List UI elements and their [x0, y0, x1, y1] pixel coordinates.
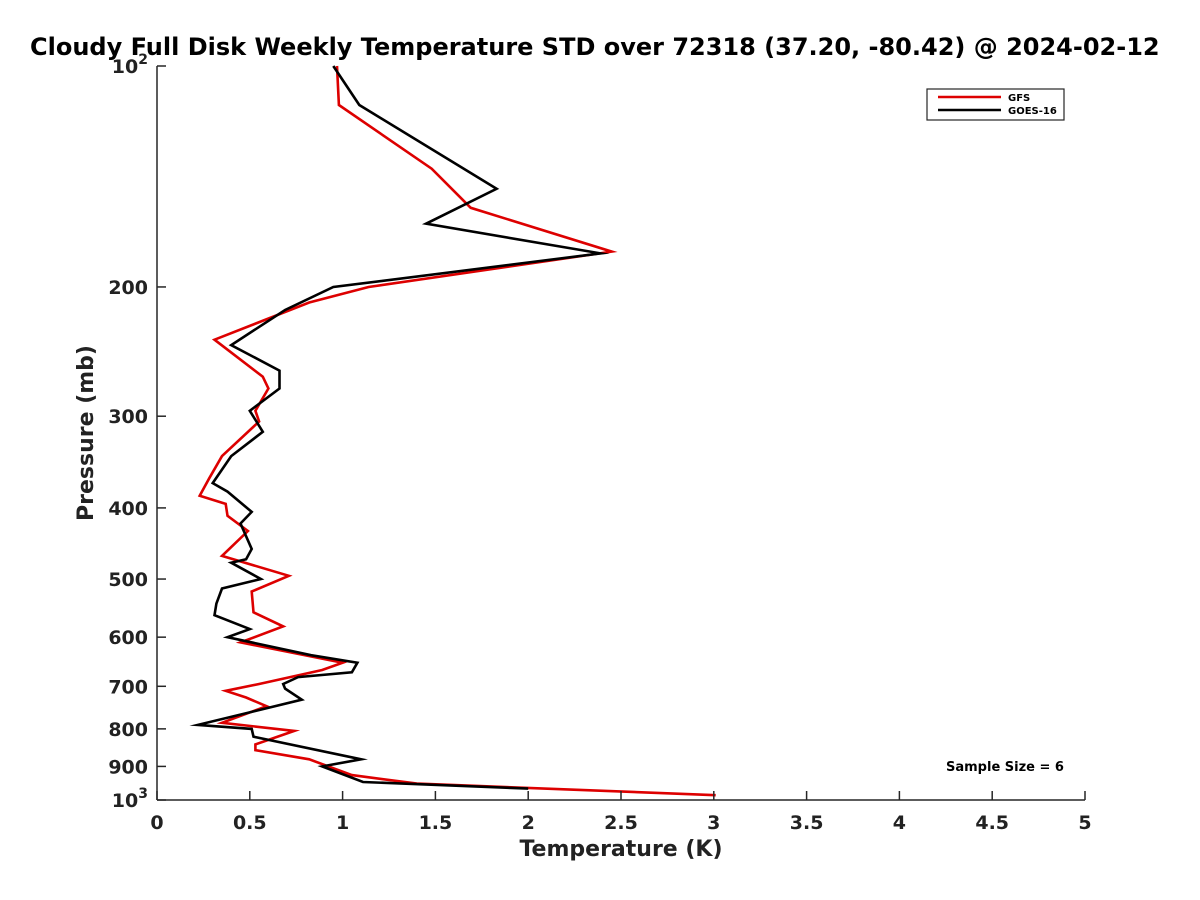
- y-tick-label: 800: [108, 719, 148, 741]
- y-tick-base: 900: [108, 756, 148, 778]
- sample-size-annotation: Sample Size = 6: [946, 760, 1064, 775]
- x-tick-label: 4: [893, 812, 906, 834]
- legend: GFS GOES-16: [926, 88, 1065, 121]
- y-tick-base: 700: [108, 676, 148, 698]
- legend-label-gfs: GFS: [1008, 93, 1030, 104]
- series-line-gfs: [197, 65, 716, 797]
- y-tick-base: 200: [108, 277, 148, 299]
- x-axis-label: Temperature (K): [519, 837, 722, 862]
- x-tick-label: 3.5: [790, 812, 824, 834]
- x-tick-label: 5: [1078, 812, 1091, 834]
- x-tick-label: 2: [522, 812, 535, 834]
- plot-area: [157, 66, 1085, 800]
- x-ticks: 0 0.5 1 1.5 2 2.5 3 3.5 4 4.5 5: [150, 791, 1092, 834]
- y-tick-base: 600: [108, 627, 148, 649]
- y-tick-base: 10: [112, 56, 138, 78]
- y-tick-base: 800: [108, 719, 148, 741]
- x-tick-label: 2.5: [604, 812, 638, 834]
- y-tick-base: 10: [112, 790, 138, 812]
- x-tick-label: 0: [150, 812, 163, 834]
- y-tick-label: 600: [108, 627, 148, 649]
- y-tick-label: 500: [108, 569, 148, 591]
- y-tick-label: 400: [108, 498, 148, 520]
- y-tick-exponent: 2: [138, 52, 148, 68]
- y-tick-exponent: 3: [138, 786, 148, 802]
- x-tick-label: 4.5: [975, 812, 1009, 834]
- chart-title: Cloudy Full Disk Weekly Temperature STD …: [30, 33, 1160, 61]
- y-tick-base: 400: [108, 498, 148, 520]
- legend-box: [926, 88, 1065, 121]
- y-tick-label: 103: [112, 786, 148, 812]
- y-tick-label: 700: [108, 676, 148, 698]
- y-tick-base: 500: [108, 569, 148, 591]
- y-tick-label: 102: [112, 52, 148, 78]
- y-tick-label: 200: [108, 277, 148, 299]
- x-tick-label: 1.5: [419, 812, 453, 834]
- series-line-goes-16: [189, 65, 610, 790]
- x-tick-label: 3: [707, 812, 720, 834]
- y-tick-base: 300: [108, 406, 148, 428]
- x-tick-label: 0.5: [233, 812, 267, 834]
- legend-label-goes-16: GOES-16: [1008, 106, 1057, 117]
- y-tick-label: 300: [108, 406, 148, 428]
- series-layer: [189, 65, 716, 797]
- y-axis-label: Pressure (mb): [74, 345, 99, 521]
- x-tick-label: 1: [336, 812, 349, 834]
- y-tick-label: 900: [108, 756, 148, 778]
